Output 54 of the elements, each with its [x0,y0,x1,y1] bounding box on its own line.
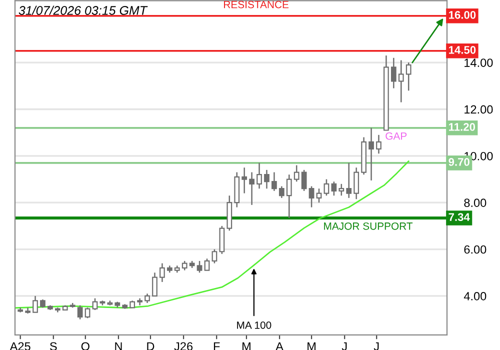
candlestick [376,134,382,154]
annotation: GAP [386,132,407,140]
candlestick [196,260,202,274]
y-tick-label: 14.00 [464,58,493,67]
ref-line-label: 14.50 [448,46,476,54]
candlestick [286,174,292,219]
annotation: RESISTANCE [224,0,289,8]
candlestick [182,260,188,271]
ref-line-label: 7.34 [448,213,470,222]
y-tick-label: 6.00 [464,245,486,254]
candlestick [92,298,98,311]
candlestick [242,166,248,194]
y-tick-label: 12.00 [464,105,493,114]
candlestick [406,62,412,92]
x-tick-label: M [242,342,250,350]
y-tick-label: 4.00 [464,292,486,300]
candlestick [294,164,300,182]
y-tick-label: 8.00 [464,198,486,207]
x-tick-label: A [276,342,284,350]
candlestick [316,188,322,204]
candlestick [338,183,344,196]
annotation: MAJOR SUPPORT [324,222,413,230]
candlestick [152,272,158,297]
x-tick-label: D [147,342,154,350]
annotation: MA 100 [237,321,272,329]
candlestick [354,166,360,200]
annotation: 31/07/2026 03:15 GMT [18,6,148,15]
x-tick-label: M [308,342,316,350]
candlestick [256,162,262,190]
ref-line-label: 9.70 [448,158,470,166]
candlestick [219,225,225,255]
candlestick [368,127,374,182]
x-tick-label: N [115,342,122,350]
candlestick [144,293,150,304]
ref-line-label: 11.20 [448,123,476,131]
candlestick [272,172,277,192]
x-tick-label: F [214,342,220,350]
candlestick [278,186,284,199]
candlestick [331,180,337,196]
candlestick [308,186,314,208]
candlestick [390,57,396,89]
candlestick [301,169,307,192]
ref-line-label: 16.00 [448,10,476,19]
candlestick [212,248,218,264]
candlestick [32,295,38,313]
candlestick [77,304,83,320]
candlestick [160,262,165,283]
candlestick [204,258,210,271]
candlestick [249,172,254,206]
candlestick [398,60,404,103]
candlestick [264,169,270,190]
candlestick [324,178,330,196]
candlestick [346,162,352,199]
candlestick [84,307,90,319]
